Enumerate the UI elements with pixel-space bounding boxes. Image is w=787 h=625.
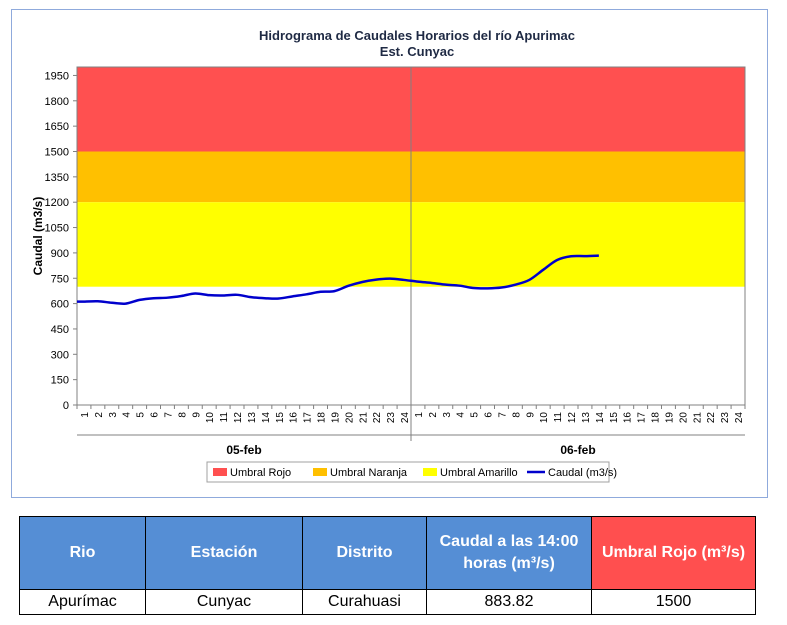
x-tick-label: 19 xyxy=(664,412,675,424)
x-tick-label: 3 xyxy=(442,412,453,418)
x-tick-label: 12 xyxy=(567,412,578,424)
x-tick-label: 16 xyxy=(623,412,634,424)
x-tick-label: 15 xyxy=(609,412,620,424)
y-tick-label: 1200 xyxy=(45,197,69,209)
y-tick-label: 1050 xyxy=(45,223,69,235)
y-tick-label: 450 xyxy=(51,324,69,336)
x-tick-label: 5 xyxy=(470,412,481,418)
y-tick-label: 750 xyxy=(51,273,69,285)
y-tick-label: 1800 xyxy=(45,96,69,108)
legend-swatch-umbral-rojo xyxy=(213,468,227,476)
x-tick-label: 21 xyxy=(358,412,369,424)
x-tick-label: 19 xyxy=(330,412,341,424)
x-tick-label: 7 xyxy=(497,412,508,418)
x-tick-label: 4 xyxy=(122,412,133,418)
x-tick-label: 14 xyxy=(261,412,272,424)
caudal-series-line xyxy=(77,254,599,305)
x-tick-label: 24 xyxy=(734,412,745,424)
table-row: Apurímac Cunyac Curahuasi 883.82 1500 xyxy=(19,589,756,615)
day-label: 05-feb xyxy=(226,443,261,457)
x-tick-label: 8 xyxy=(511,412,522,418)
legend-label: Caudal (m3/s) xyxy=(548,467,617,479)
x-tick-label: 17 xyxy=(303,412,314,424)
x-tick-label: 22 xyxy=(706,412,717,424)
legend-swatch-umbral-naranja xyxy=(313,468,327,476)
chart-frame: Senamhi 01503004506007509001050120013501… xyxy=(11,9,768,498)
x-tick-label: 13 xyxy=(247,412,258,424)
x-tick-label: 10 xyxy=(205,412,216,424)
x-tick-label: 10 xyxy=(539,412,550,424)
x-tick-label: 21 xyxy=(692,412,703,424)
table-header-row: Rio Estación Distrito Caudal a las 14:00… xyxy=(19,516,756,590)
header-rio: Rio xyxy=(19,516,146,590)
station-info-table: Rio Estación Distrito Caudal a las 14:00… xyxy=(19,516,756,615)
x-tick-label: 11 xyxy=(553,412,564,423)
x-tick-label: 1 xyxy=(414,412,425,418)
x-tick-label: 5 xyxy=(136,412,147,418)
x-tick-label: 22 xyxy=(372,412,383,424)
x-tick-label: 23 xyxy=(720,412,731,424)
y-tick-label: 300 xyxy=(51,349,69,361)
y-tick-label: 1950 xyxy=(45,70,69,82)
chart-subtitle: Est. Cunyac xyxy=(380,44,454,59)
x-tick-label: 18 xyxy=(317,412,328,424)
x-tick-label: 2 xyxy=(428,412,439,418)
y-tick-label: 150 xyxy=(51,375,69,387)
x-tick-label: 13 xyxy=(581,412,592,424)
legend-label: Umbral Amarillo xyxy=(440,467,518,479)
legend-label: Umbral Naranja xyxy=(330,467,408,479)
x-tick-label: 3 xyxy=(108,412,119,418)
x-tick-label: 2 xyxy=(94,412,105,418)
x-tick-label: 6 xyxy=(150,412,161,418)
x-tick-label: 9 xyxy=(191,412,202,418)
x-tick-label: 9 xyxy=(525,412,536,418)
x-tick-label: 6 xyxy=(484,412,495,418)
header-umbral-rojo: Umbral Rojo (m³/s) xyxy=(591,516,756,590)
x-tick-label: 18 xyxy=(651,412,662,424)
cell-umbral-rojo: 1500 xyxy=(591,589,756,615)
cell-estacion: Cunyac xyxy=(145,589,303,615)
x-tick-label: 23 xyxy=(386,412,397,424)
x-tick-label: 1 xyxy=(80,412,91,418)
y-tick-label: 1500 xyxy=(45,147,69,159)
x-tick-label: 20 xyxy=(678,412,689,424)
x-tick-label: 11 xyxy=(219,412,230,423)
x-tick-label: 12 xyxy=(233,412,244,424)
y-tick-label: 1350 xyxy=(45,172,69,184)
x-tick-label: 16 xyxy=(289,412,300,424)
x-tick-label: 24 xyxy=(400,412,411,424)
legend-box xyxy=(206,461,610,483)
hydrograph-chart: 0 150 300 450 600 750 900 1050 1200 1350 1500 1650 1… xyxy=(31,28,746,483)
x-tick-label: 15 xyxy=(275,412,286,424)
cell-rio: Apurímac xyxy=(19,589,146,615)
y-tick-label: 0 xyxy=(63,400,69,412)
y-axis-label: Caudal (m3/s) xyxy=(31,197,45,276)
day-label: 06-feb xyxy=(560,443,595,457)
y-tick-label: 900 xyxy=(51,248,69,260)
legend-label: Umbral Rojo xyxy=(230,467,291,479)
cell-distrito: Curahuasi xyxy=(302,589,427,615)
chart-title: Hidrograma de Caudales Horarios del río … xyxy=(259,28,575,43)
header-distrito: Distrito xyxy=(302,516,427,590)
x-tick-label: 7 xyxy=(163,412,174,418)
x-tick-label: 14 xyxy=(595,412,606,424)
x-tick-label: 4 xyxy=(456,412,467,418)
header-estacion: Estación xyxy=(145,516,303,590)
y-tick-label: 1650 xyxy=(45,121,69,133)
y-tick-label: 600 xyxy=(51,299,69,311)
x-tick-label: 20 xyxy=(344,412,355,424)
x-tick-label: 17 xyxy=(637,412,648,424)
legend-swatch-umbral-amarillo xyxy=(423,468,437,476)
cell-caudal: 883.82 xyxy=(426,589,592,615)
x-tick-label: 8 xyxy=(177,412,188,418)
header-caudal: Caudal a las 14:00 horas (m³/s) xyxy=(426,516,592,590)
